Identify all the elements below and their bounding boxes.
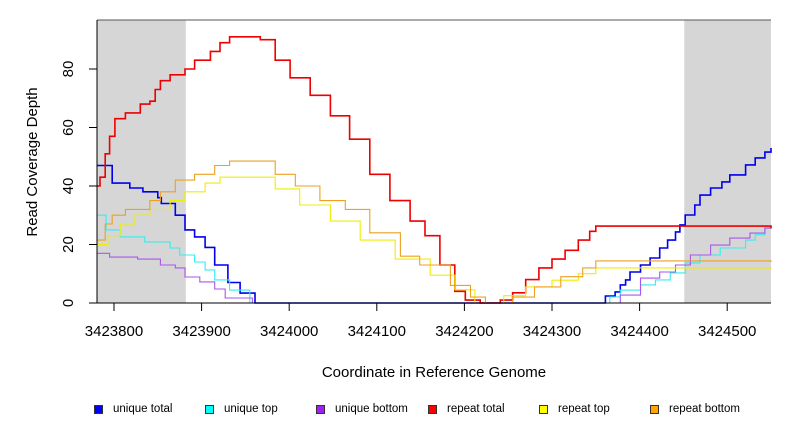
legend-item-repeat-total: repeat total <box>428 400 505 418</box>
legend-item-unique-top: unique top <box>205 400 278 418</box>
legend-swatch-unique-total <box>94 404 103 414</box>
x-tick-label: 3424000 <box>260 323 318 340</box>
legend-swatch-unique-top <box>205 404 214 414</box>
x-tick-label: 3424200 <box>435 323 493 340</box>
shaded-region-0 <box>97 20 186 303</box>
series-line-unique-top <box>97 214 772 304</box>
legend-item-repeat-bottom: repeat bottom <box>650 400 740 418</box>
legend-swatch-repeat-top <box>539 404 548 414</box>
x-axis-ticks: 3423800 3423900 3424000 3424100 3424200 34243… <box>85 303 756 340</box>
x-tick-label: 3424400 <box>610 323 668 340</box>
legend-label: unique top <box>224 403 278 415</box>
x-axis-title: Coordinate in Reference Genome <box>322 364 546 381</box>
legend-item-unique-bottom: unique bottom <box>316 400 408 418</box>
legend: unique total unique top unique bottom re… <box>0 400 792 418</box>
legend-label: repeat top <box>558 403 610 415</box>
legend-label: unique total <box>113 403 173 415</box>
legend-label: repeat total <box>447 403 505 415</box>
y-tick-label: 20 <box>60 236 77 253</box>
shaded-regions <box>97 20 771 303</box>
series-line-unique-total <box>97 148 772 304</box>
x-tick-label: 3423900 <box>172 323 230 340</box>
y-tick-label: 80 <box>60 61 77 78</box>
legend-item-repeat-top: repeat top <box>539 400 610 418</box>
y-axis-title: Read Coverage Depth <box>24 87 41 236</box>
x-tick-label: 3423800 <box>85 323 143 340</box>
coverage-chart: 3423800 3423900 3424000 3424100 3424200 34243… <box>24 19 772 381</box>
series-line-repeat-bottom <box>97 160 772 304</box>
legend-swatch-unique-bottom <box>316 404 325 414</box>
series-lines <box>97 36 772 304</box>
shaded-region-1 <box>684 20 771 303</box>
y-axis-ticks: 0 20 40 60 80 <box>60 61 97 307</box>
series-line-repeat-top <box>97 176 772 304</box>
legend-label: unique bottom <box>335 403 408 415</box>
series-line-repeat-total <box>97 36 772 304</box>
y-tick-label: 40 <box>60 178 77 195</box>
y-tick-label: 0 <box>60 299 77 307</box>
y-tick-label: 60 <box>60 119 77 136</box>
legend-item-unique-total: unique total <box>94 400 172 418</box>
x-tick-label: 3424300 <box>523 323 581 340</box>
legend-swatch-repeat-bottom <box>650 404 659 414</box>
legend-swatch-repeat-total <box>428 404 437 414</box>
x-tick-label: 3424100 <box>348 323 406 340</box>
x-tick-label: 3424500 <box>698 323 756 340</box>
legend-label: repeat bottom <box>669 403 740 415</box>
